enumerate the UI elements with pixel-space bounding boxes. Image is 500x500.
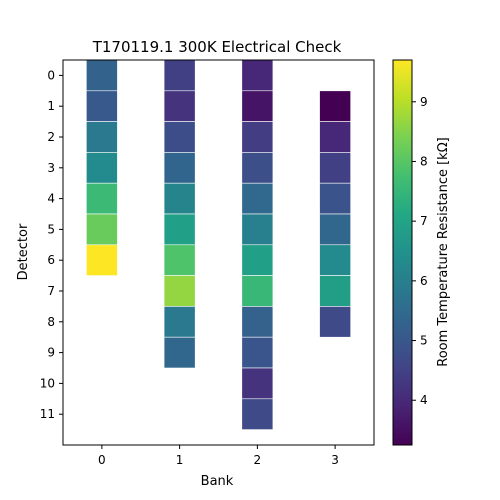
- y-tick-label: 7: [47, 284, 55, 298]
- heatmap-cell: [241, 367, 274, 400]
- heatmap-cell: [319, 306, 351, 338]
- y-tick-label: 0: [47, 68, 55, 82]
- heatmap-cell: [163, 336, 196, 369]
- y-ticks: 0 1 2 3 4 5 6 7 8 9 10 11: [40, 68, 63, 421]
- x-tick-label: 2: [254, 453, 262, 467]
- heatmap-cell: [319, 275, 351, 307]
- x-axis-label: Bank: [201, 474, 234, 489]
- heatmap-cell: [241, 336, 274, 369]
- heatmap-cell: [319, 244, 351, 276]
- heatmap-cell: [163, 213, 196, 246]
- heatmap-cell: [163, 275, 196, 307]
- x-tick-label: 0: [98, 453, 106, 467]
- heatmap-cell: [86, 90, 118, 122]
- colorbar-label: Room Temperature Resistance [kΩ]: [436, 137, 451, 366]
- colorbar: [392, 59, 413, 446]
- x-ticks: 0 1 2 3: [98, 445, 339, 467]
- colorbar-tick-label: 4: [420, 393, 428, 407]
- y-tick-label: 8: [47, 315, 55, 329]
- heatmap-cell: [163, 90, 196, 122]
- heatmap-cell: [86, 244, 118, 276]
- heatmap-cell: [241, 90, 274, 122]
- y-tick-label: 10: [40, 376, 55, 390]
- y-tick-label: 3: [47, 161, 55, 175]
- y-axis-label: Detector: [16, 223, 31, 280]
- x-tick-label: 3: [331, 453, 339, 467]
- heatmap-cell: [319, 90, 351, 122]
- heatmap-cell: [86, 213, 118, 246]
- heatmap-cell: [241, 398, 274, 430]
- heatmap-cell: [241, 152, 274, 184]
- heatmap-cell: [163, 59, 196, 92]
- heatmap-cell: [241, 244, 274, 276]
- heatmap-cell: [163, 121, 196, 153]
- heatmap-cell: [86, 152, 118, 184]
- colorbar-ticks: 4 5 6 7 8 9: [412, 95, 428, 407]
- heatmap-cell: [163, 244, 196, 276]
- heatmap-cell: [319, 121, 351, 153]
- y-tick-label: 4: [47, 192, 55, 206]
- heatmap-cell: [86, 182, 118, 215]
- y-tick-label: 9: [47, 346, 55, 360]
- heatmap-cell: [319, 152, 351, 184]
- colorbar-tick-label: 6: [420, 274, 428, 288]
- y-tick-label: 2: [47, 130, 55, 144]
- heatmap-cell: [163, 152, 196, 184]
- heatmap-cell: [241, 59, 274, 92]
- y-tick-label: 6: [47, 253, 55, 267]
- colorbar-tick-label: 8: [420, 154, 428, 168]
- heatmap-cell: [86, 121, 118, 153]
- colorbar-tick-label: 9: [420, 95, 428, 109]
- heatmap-cell: [241, 213, 274, 246]
- heatmap-cell: [163, 306, 196, 338]
- y-tick-label: 11: [40, 407, 55, 421]
- heatmap-cell: [319, 182, 351, 215]
- heatmap-cell: [163, 182, 196, 215]
- heatmap-cell: [241, 182, 274, 215]
- plot-frame: [62, 59, 375, 446]
- heatmap-cell: [86, 59, 118, 92]
- chart-title: T170119.1 300K Electrical Check: [92, 38, 342, 56]
- colorbar-tick-label: 7: [420, 214, 428, 228]
- heatmap-cell: [241, 275, 274, 307]
- heatmap-cell: [241, 306, 274, 338]
- heatmap-cell: [241, 121, 274, 153]
- cells-layer: [86, 59, 351, 430]
- heatmap-cell: [319, 213, 351, 246]
- x-tick-label: 1: [176, 453, 184, 467]
- y-tick-label: 5: [47, 222, 55, 236]
- colorbar-tick-label: 5: [420, 334, 428, 348]
- y-tick-label: 1: [47, 99, 55, 113]
